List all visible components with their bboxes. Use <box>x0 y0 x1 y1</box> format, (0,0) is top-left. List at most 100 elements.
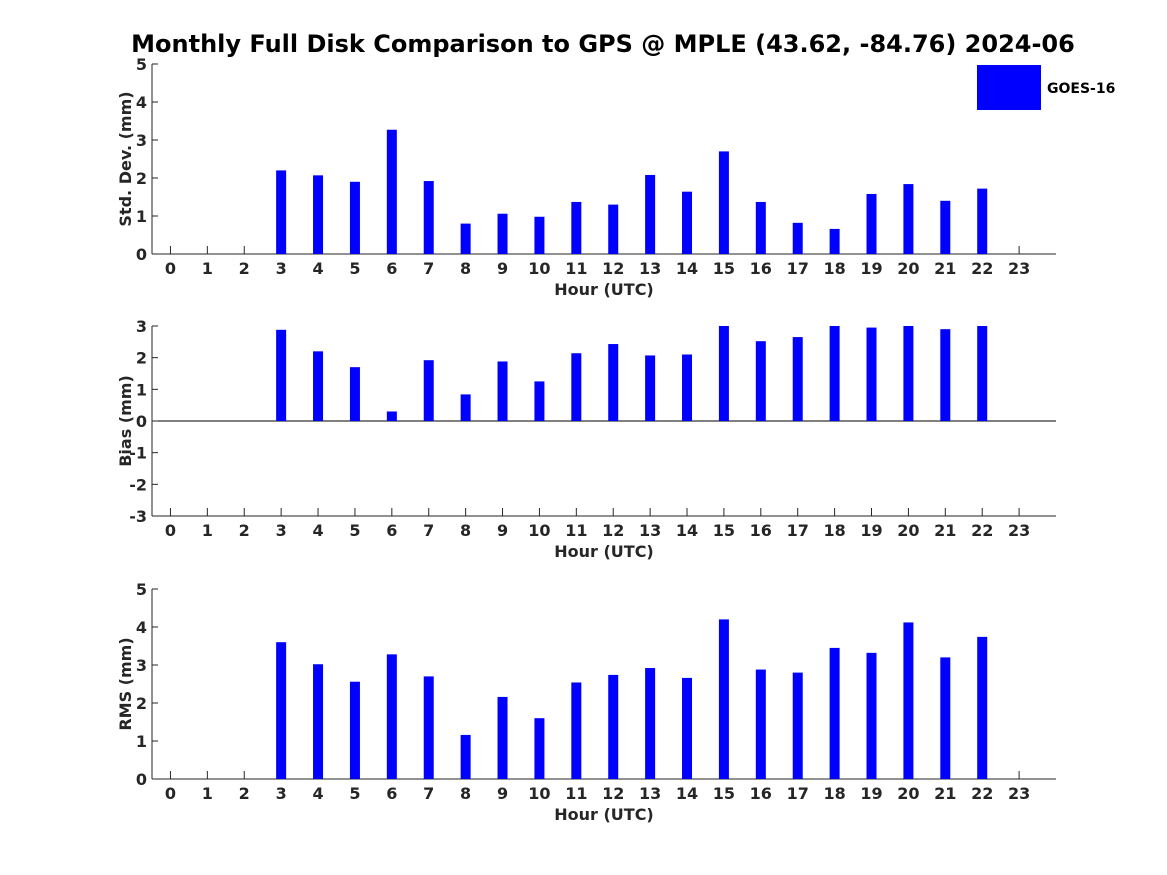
x-tick-label: 9 <box>497 521 508 540</box>
x-tick-label: 13 <box>639 521 661 540</box>
x-tick-label: 18 <box>823 784 845 803</box>
bar <box>792 222 803 254</box>
legend-swatch <box>977 65 1041 110</box>
bar <box>682 354 693 421</box>
bar <box>497 213 508 254</box>
bar <box>645 668 656 779</box>
bar <box>386 654 397 779</box>
x-tick-label: 5 <box>349 259 360 278</box>
bar <box>866 327 877 421</box>
x-tick-label: 9 <box>497 784 508 803</box>
x-tick-label: 20 <box>897 784 919 803</box>
x-tick-label: 14 <box>676 784 698 803</box>
y-tick-label: 2 <box>136 694 147 713</box>
bar <box>645 355 656 421</box>
x-tick-label: 4 <box>312 784 323 803</box>
bar <box>571 201 582 254</box>
x-tick-label: 15 <box>713 784 735 803</box>
x-tick-label: 10 <box>528 521 550 540</box>
x-tick-label: 8 <box>460 521 471 540</box>
bar <box>792 672 803 779</box>
bar <box>977 636 988 779</box>
x-tick-label: 3 <box>276 259 287 278</box>
x-tick-label: 23 <box>1008 259 1030 278</box>
x-tick-label: 2 <box>239 784 250 803</box>
bar <box>276 329 287 421</box>
y-tick-label: 4 <box>136 618 147 637</box>
y-axis-label: RMS (mm) <box>116 637 135 730</box>
x-tick-label: 17 <box>787 784 809 803</box>
x-tick-label: 8 <box>460 259 471 278</box>
y-tick-label: -2 <box>129 475 147 494</box>
bar <box>423 360 434 421</box>
y-tick-label: 3 <box>136 317 147 336</box>
x-tick-label: 7 <box>423 521 434 540</box>
legend-label: GOES-16 <box>1047 81 1115 97</box>
x-tick-label: 16 <box>750 784 772 803</box>
y-tick-label: 5 <box>136 55 147 74</box>
bar <box>792 337 803 421</box>
bar <box>313 664 324 779</box>
bar <box>977 188 988 254</box>
bar <box>349 681 360 779</box>
bar <box>718 619 729 779</box>
x-tick-label: 14 <box>676 521 698 540</box>
x-tick-label: 3 <box>276 521 287 540</box>
y-tick-label: 3 <box>136 656 147 675</box>
x-tick-label: 1 <box>202 259 213 278</box>
x-tick-label: 9 <box>497 259 508 278</box>
bar <box>755 341 766 421</box>
y-tick-label: 3 <box>136 131 147 150</box>
y-tick-label: 0 <box>136 245 147 264</box>
bar <box>349 181 360 254</box>
x-tick-label: 14 <box>676 259 698 278</box>
x-tick-label: 10 <box>528 259 550 278</box>
y-tick-label: 1 <box>136 207 147 226</box>
x-tick-label: 18 <box>823 259 845 278</box>
x-tick-label: 7 <box>423 784 434 803</box>
x-tick-label: 22 <box>971 259 993 278</box>
x-axis-label: Hour (UTC) <box>554 805 654 824</box>
bar <box>534 718 545 779</box>
x-tick-label: 17 <box>787 259 809 278</box>
y-tick-label: 4 <box>136 93 147 112</box>
y-tick-label: 2 <box>136 169 147 188</box>
x-tick-label: 11 <box>565 259 587 278</box>
bar <box>313 175 324 254</box>
x-tick-label: 2 <box>239 259 250 278</box>
chart-title: Monthly Full Disk Comparison to GPS @ MP… <box>131 30 1075 58</box>
legend: GOES-16 <box>977 65 1115 110</box>
x-tick-label: 4 <box>312 259 323 278</box>
x-tick-label: 4 <box>312 521 323 540</box>
bar <box>645 174 656 254</box>
x-tick-label: 23 <box>1008 784 1030 803</box>
x-tick-label: 13 <box>639 784 661 803</box>
x-tick-label: 11 <box>565 521 587 540</box>
bar <box>423 676 434 779</box>
x-tick-label: 18 <box>823 521 845 540</box>
x-tick-label: 7 <box>423 259 434 278</box>
y-tick-label: 1 <box>136 732 147 751</box>
bar <box>829 228 840 254</box>
bar <box>608 674 619 779</box>
y-axis-label: Bias (mm) <box>116 375 135 467</box>
x-tick-label: 12 <box>602 521 624 540</box>
bar <box>866 652 877 779</box>
bar <box>534 381 545 421</box>
x-axis-label: Hour (UTC) <box>554 280 654 299</box>
x-tick-label: 1 <box>202 784 213 803</box>
x-tick-label: 12 <box>602 259 624 278</box>
bar <box>903 622 914 779</box>
y-tick-label: -1 <box>129 444 147 463</box>
bar <box>386 129 397 254</box>
bar <box>866 193 877 254</box>
x-tick-label: 6 <box>386 784 397 803</box>
bar <box>497 696 508 779</box>
y-tick-label: 2 <box>136 349 147 368</box>
bar <box>755 669 766 779</box>
bar <box>571 353 582 421</box>
